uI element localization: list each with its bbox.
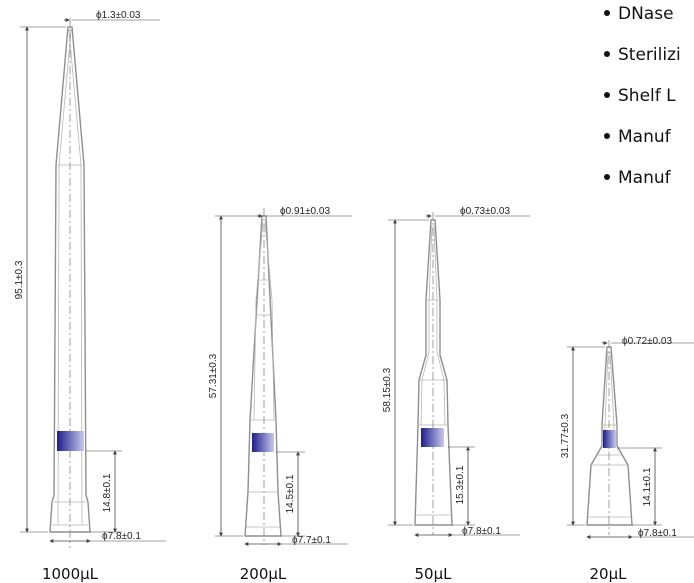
length-label: 95.1±0.3 (14, 260, 25, 299)
bullet-dot-icon (604, 92, 610, 98)
capacity-label: 200µL (240, 565, 287, 583)
tip-outline (244, 215, 282, 537)
tip-inner-wall (246, 221, 280, 528)
tip-dia-label: ϕ0.72±0.03 (622, 336, 672, 347)
bullet-dot-icon (604, 10, 610, 16)
capacity-label: 1000µL (42, 565, 99, 583)
tip-1000: 95.1±0.3 ϕ1.3±0.03 14.8±0.1 ϕ7.8±0.1 100… (14, 10, 166, 583)
band-height-label: 15.3±0.1 (455, 465, 466, 504)
base-dia-label: ϕ7.7±0.1 (292, 535, 331, 546)
feature-text: Manuf (618, 127, 671, 147)
tip-outline (414, 219, 453, 526)
feature-item: Sterilizi (604, 44, 681, 82)
base-dia-label: ϕ7.8±0.1 (102, 531, 141, 542)
band-height-label: 14.8±0.1 (102, 473, 113, 512)
color-band (252, 433, 274, 452)
capacity-label: 20µL (590, 565, 628, 583)
feature-text: DNase (618, 4, 674, 24)
tip-50: 58.15±0.3 ϕ0.73±0.03 15.3±0.1 ϕ7.8±0.1 5… (382, 206, 530, 583)
base-dia-label: ϕ7.8±0.1 (462, 526, 501, 537)
bullet-dot-icon (604, 51, 610, 57)
tip-dia-label: ϕ1.3±0.03 (96, 10, 141, 21)
bullet-dot-icon (604, 133, 610, 139)
feature-list: DNase Sterilizi Shelf L Manuf Manuf (604, 0, 681, 205)
feature-text: Shelf L (618, 86, 676, 106)
color-band (57, 431, 84, 451)
feature-text: Sterilizi (618, 45, 681, 65)
band-height-label: 14.1±0.1 (642, 467, 653, 506)
length-label: 58.15±0.3 (382, 367, 393, 412)
color-band (603, 430, 616, 448)
feature-item: Manuf (604, 126, 681, 164)
band-height-label: 14.5±0.1 (285, 474, 296, 513)
tip-inner-wall (588, 351, 631, 518)
tip-dia-label: ϕ0.73±0.03 (460, 206, 510, 217)
bullet-dot-icon (604, 174, 610, 180)
color-band (421, 428, 444, 447)
feature-text: Manuf (618, 168, 671, 188)
feature-item: DNase (604, 3, 681, 41)
capacity-label: 50µL (415, 565, 453, 583)
tip-dia-label: ϕ0.91±0.03 (280, 206, 330, 217)
feature-item: Manuf (604, 167, 681, 205)
length-label: 57.31±0.3 (208, 353, 219, 398)
base-dia-label: ϕ7.8±0.1 (638, 528, 677, 539)
feature-item: Shelf L (604, 85, 681, 123)
length-label: 31.77±0.3 (560, 413, 571, 458)
tip-20: 31.77±0.3 ϕ0.72±0.03 14.1±0.1 ϕ7.8±0.1 2… (560, 336, 694, 583)
tip-200: 57.31±0.3 ϕ0.91±0.03 14.5±0.1 ϕ7.7±0.1 2… (208, 206, 352, 583)
